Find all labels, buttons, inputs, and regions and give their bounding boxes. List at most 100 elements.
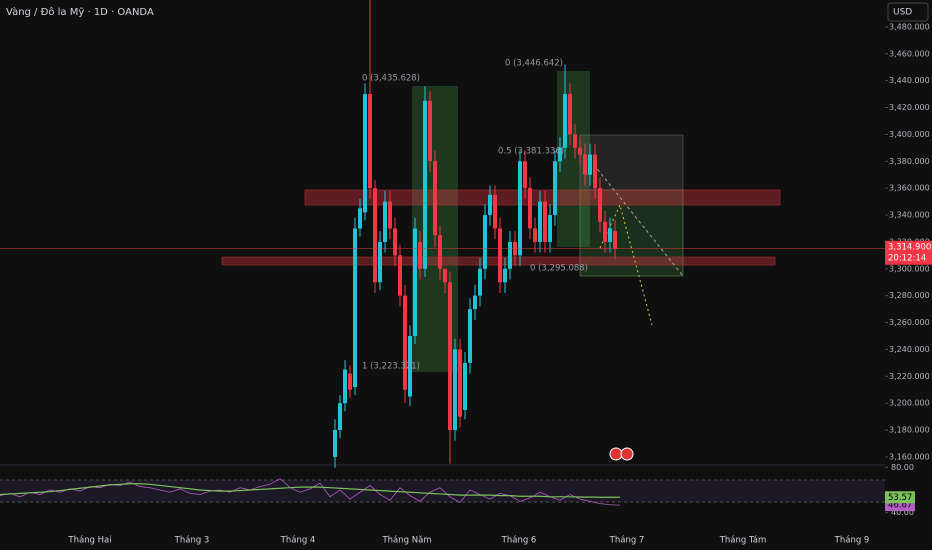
x-tick-label: Tháng 7 [609, 536, 645, 546]
candle-body [408, 335, 412, 397]
candle-body [378, 241, 382, 283]
y-tick-label: 3,220.000 [889, 372, 930, 381]
y-tick-label: 3,300.000 [889, 264, 930, 273]
rsi-value-label: 46.67 [888, 501, 912, 511]
x-tick-label: Tháng Tám [719, 536, 767, 546]
candle-body [578, 147, 582, 155]
fib-label: 0 (3,446.642) [505, 59, 563, 69]
y-tick-label: 3,180.000 [889, 426, 930, 435]
candle-body [553, 161, 557, 216]
candle-body [493, 194, 497, 229]
y-tick-label: 3,420.000 [889, 103, 930, 112]
y-tick-label: 3,400.000 [889, 130, 930, 139]
y-tick-label: 3,200.000 [889, 399, 930, 408]
candle-body [593, 154, 597, 189]
candle-body [458, 349, 462, 417]
y-tick-label: 3,440.000 [889, 76, 930, 85]
candle-body [468, 309, 472, 363]
x-tick-label: Tháng 3 [174, 536, 210, 546]
x-tick-label: Tháng 9 [834, 536, 870, 546]
countdown: 20:12:14 [888, 253, 926, 263]
x-tick-label: Tháng 6 [501, 536, 537, 546]
fib-label: 0 (3,295.088) [530, 264, 588, 274]
candle-body [603, 221, 607, 242]
rsi-tick-label: 80.00 [891, 463, 914, 472]
candle-body [613, 231, 617, 249]
y-tick-label: 3,240.000 [889, 345, 930, 354]
candle-body [433, 161, 437, 236]
candle-body [423, 100, 427, 269]
y-tick-label: 3,480.000 [889, 22, 930, 31]
candle-body [503, 268, 507, 283]
candle-body [333, 430, 337, 457]
candle-body [608, 228, 612, 242]
x-tick-label: Tháng 4 [280, 536, 316, 546]
candle-body [398, 255, 402, 296]
candle-body [353, 228, 357, 388]
y-tick-label: 3,280.000 [889, 291, 930, 300]
candle-body [428, 100, 432, 162]
candle-body [573, 134, 577, 148]
candle-body [438, 235, 442, 269]
rsi-value-tag [885, 491, 915, 504]
candle-body [343, 369, 347, 404]
fib-label: 0 (3,435.628) [362, 74, 420, 84]
candle-body [508, 241, 512, 269]
rsi-band [0, 480, 885, 502]
rsi-value-label: 53.57 [888, 493, 912, 503]
candle-body [338, 403, 342, 431]
fib-label: 0.5 (3,381.336) [498, 147, 564, 157]
candle-body [463, 362, 467, 410]
candle-body [363, 94, 367, 213]
rsi-line [0, 478, 621, 506]
candle-body [538, 201, 542, 242]
y-tick-label: 3,260.000 [889, 318, 930, 327]
candle-body [548, 215, 552, 242]
candle-body [543, 201, 547, 242]
x-tick-label: Tháng Hai [67, 536, 111, 546]
candle-body [388, 201, 392, 229]
currency[interactable]: USD [893, 8, 912, 18]
candle-body [373, 188, 377, 283]
candle-body [383, 201, 387, 242]
candle-body [358, 208, 362, 229]
candle-body [393, 228, 397, 256]
candle-body [528, 188, 532, 229]
rsi-line [0, 483, 621, 498]
y-tick-label: 3,160.000 [889, 452, 930, 461]
last-price-label: 3,314.900 [888, 242, 931, 252]
event-icon [620, 447, 634, 461]
currency-button[interactable] [887, 2, 929, 22]
candle-body [443, 268, 447, 283]
candle-body [558, 147, 562, 162]
y-tick-label: 3,360.000 [889, 184, 930, 193]
candle-body [368, 94, 372, 189]
candle-body [488, 194, 492, 216]
x-tick-label: Tháng Năm [381, 536, 431, 546]
candle-body [583, 154, 587, 175]
trend-line [589, 159, 684, 277]
candle-body [498, 228, 502, 283]
candle-body [533, 228, 537, 242]
candle-body [403, 295, 407, 390]
event-icon [609, 447, 623, 461]
candle-body [413, 228, 417, 336]
symbol-title: Vàng / Đô la Mỹ · 1D · OANDA [6, 6, 154, 18]
candle-body [518, 161, 522, 256]
candle-body [568, 94, 572, 135]
y-tick-label: 3,380.000 [889, 157, 930, 166]
candle-body [588, 154, 592, 175]
fib-label: 1 (3,223.321) [362, 362, 420, 372]
candle-body [473, 295, 477, 310]
candle-body [418, 241, 422, 269]
candle-body [478, 268, 482, 296]
candle-body [453, 349, 457, 431]
candle-body [563, 94, 567, 148]
candle-body [523, 161, 527, 189]
last-price-tag [885, 240, 932, 265]
target-box [579, 189, 684, 277]
candle-body [598, 188, 602, 222]
